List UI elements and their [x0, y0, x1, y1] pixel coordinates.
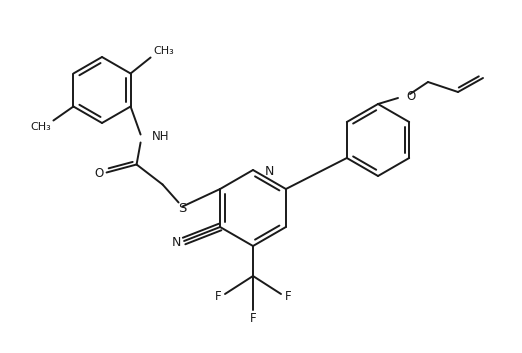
Text: CH₃: CH₃ — [31, 122, 52, 132]
Text: S: S — [179, 202, 187, 215]
Text: N: N — [171, 237, 181, 250]
Text: O: O — [406, 90, 415, 102]
Text: N: N — [265, 165, 274, 178]
Text: CH₃: CH₃ — [153, 46, 174, 55]
Text: NH: NH — [151, 130, 169, 143]
Text: F: F — [215, 291, 221, 304]
Text: O: O — [94, 167, 103, 180]
Text: F: F — [284, 291, 291, 304]
Text: F: F — [250, 311, 256, 324]
